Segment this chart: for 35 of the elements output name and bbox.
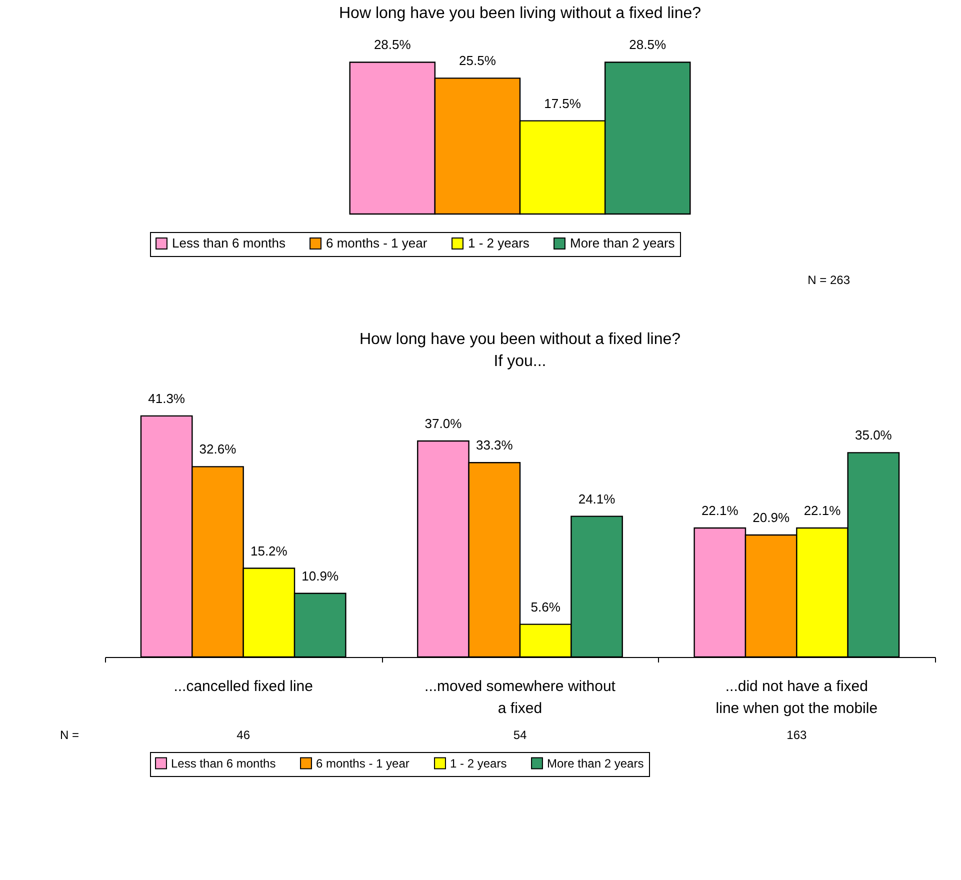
legend-label: More than 2 years <box>547 756 644 770</box>
data-label: 28.5% <box>374 37 412 52</box>
legend-label: Less than 6 months <box>172 236 286 251</box>
x-tick-label: ...cancelled fixed line <box>174 678 313 695</box>
data-label: 20.9% <box>752 510 790 526</box>
legend-label: More than 2 years <box>570 236 676 251</box>
legend-label: 1 - 2 years <box>468 236 530 251</box>
x-tick-label: ...moved somewhere without a fixed <box>424 678 616 717</box>
legend-label: 6 months - 1 year <box>316 756 410 770</box>
legend-label: 6 months - 1 year <box>326 236 428 251</box>
data-label: 22.1% <box>701 503 739 518</box>
data-label: 32.6% <box>199 442 237 457</box>
data-label: 35.0% <box>855 428 892 443</box>
data-label: 28.5% <box>629 37 666 52</box>
legend-label: Less than 6 months <box>171 756 276 770</box>
text: N = <box>60 728 80 742</box>
data-label: 33.3% <box>476 438 514 453</box>
x-tick-label: ...did not have a fixed line when got the mobile <box>716 678 878 717</box>
data-label: 5.6% <box>530 599 561 614</box>
data-label: 17.5% <box>544 96 582 111</box>
chart-subtitle: If you... <box>494 353 546 370</box>
data-label: 25.5% <box>459 53 496 68</box>
data-label: 41.3% <box>148 390 186 406</box>
chart-title: How long have you been without a fixed line? <box>359 331 681 348</box>
chart-title: How long have you been living without a fixed line? <box>338 5 702 22</box>
data-label: 24.1% <box>578 491 616 506</box>
data-label: 37.0% <box>424 416 462 432</box>
text: 54 <box>513 728 527 742</box>
legend-label: 1 - 2 years <box>450 756 507 770</box>
data-label: 15.2% <box>250 543 288 558</box>
data-label: 10.9% <box>302 568 339 584</box>
text: 163 <box>786 728 807 742</box>
data-label: 22.1% <box>804 503 842 518</box>
text: N = 263 <box>808 273 850 287</box>
text: 46 <box>236 728 250 742</box>
